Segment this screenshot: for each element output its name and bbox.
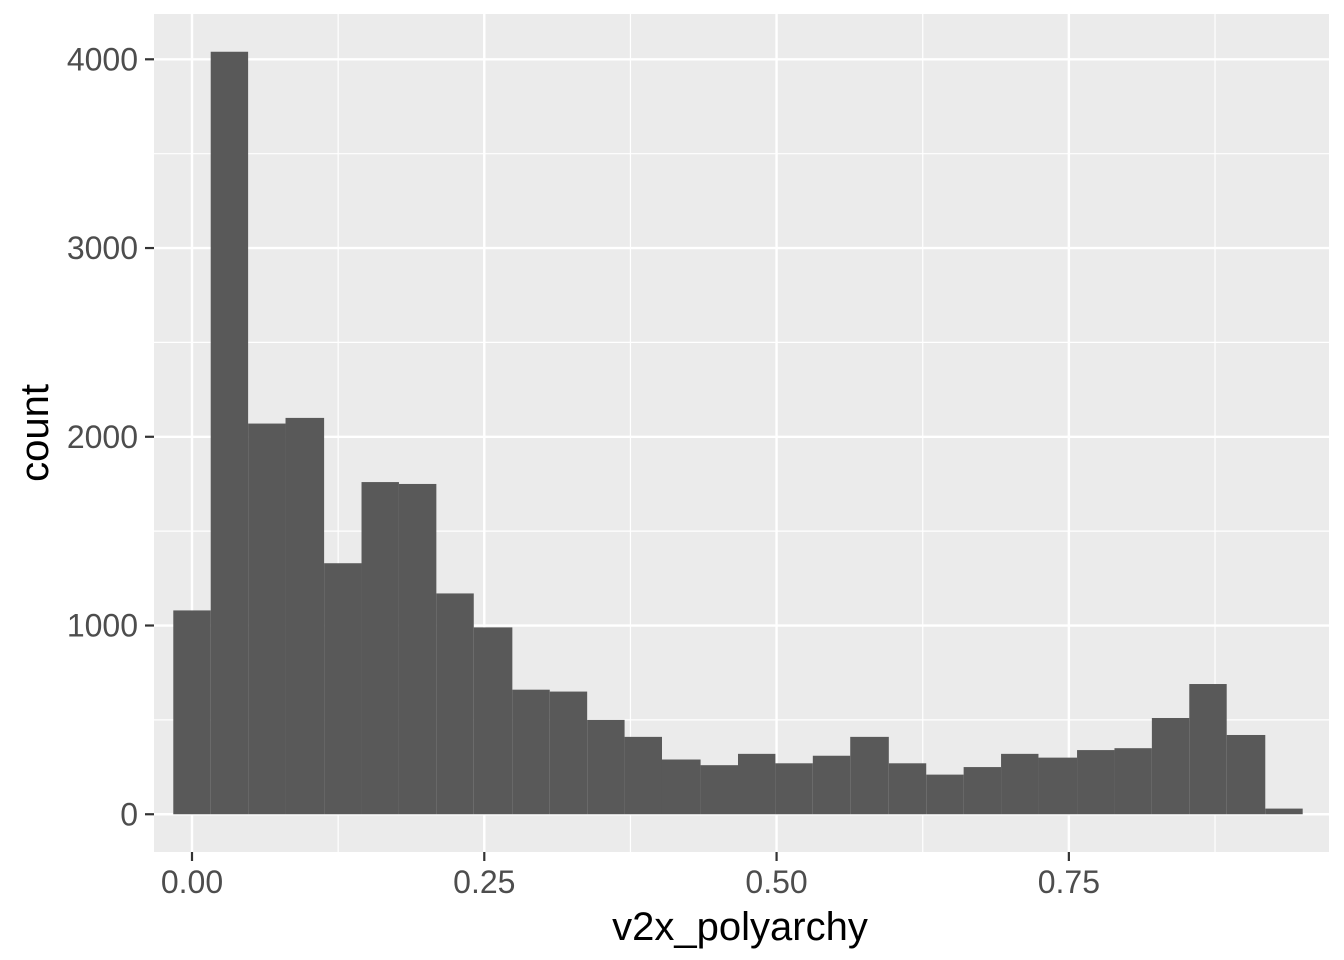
y-axis-title: count bbox=[13, 384, 57, 482]
histogram-bar-2 bbox=[210, 51, 249, 815]
x-tick-label: 0.00 bbox=[161, 864, 223, 900]
histogram-bar-27 bbox=[1151, 717, 1190, 815]
histogram-bar-18 bbox=[812, 755, 851, 815]
x-tick-label: 0.25 bbox=[453, 864, 515, 900]
histogram-bar-1 bbox=[173, 610, 211, 815]
histogram-bar-7 bbox=[398, 483, 437, 815]
histogram-bar-22 bbox=[963, 767, 1002, 815]
histogram-bar-26 bbox=[1114, 748, 1152, 815]
histogram-bar-19 bbox=[850, 736, 889, 815]
x-axis-title: v2x_polyarchy bbox=[612, 905, 868, 949]
histogram-bar-20 bbox=[888, 763, 927, 815]
histogram-bar-30 bbox=[1265, 808, 1303, 815]
histogram-bar-29 bbox=[1226, 734, 1266, 815]
histogram-bar-13 bbox=[624, 736, 662, 815]
histogram-bar-16 bbox=[737, 753, 776, 815]
histogram-bar-12 bbox=[587, 719, 625, 815]
x-tick-label: 0.50 bbox=[745, 864, 807, 900]
y-axis-ticks: 0 1000 2000 3000 4000 bbox=[67, 41, 154, 832]
histogram-bar-25 bbox=[1077, 750, 1115, 815]
histogram-bar-15 bbox=[700, 765, 738, 815]
histogram-bar-24 bbox=[1038, 757, 1078, 815]
histogram-bar-14 bbox=[661, 759, 701, 815]
histogram-bar-10 bbox=[512, 689, 550, 815]
histogram-bar-4 bbox=[285, 417, 325, 815]
histogram-bar-5 bbox=[324, 563, 362, 815]
y-tick-label: 4000 bbox=[67, 41, 138, 77]
y-tick-label: 0 bbox=[120, 796, 138, 832]
histogram-bar-21 bbox=[926, 774, 964, 815]
histogram-bar-23 bbox=[1001, 753, 1039, 815]
x-tick-label: 0.75 bbox=[1038, 864, 1100, 900]
y-tick-label: 2000 bbox=[67, 419, 138, 455]
y-tick-label: 3000 bbox=[67, 230, 138, 266]
histogram-bar-9 bbox=[473, 627, 513, 815]
histogram-bar-8 bbox=[436, 593, 474, 815]
x-axis-ticks: 0.00 0.25 0.50 0.75 bbox=[161, 852, 1100, 900]
histogram-bar-6 bbox=[361, 482, 399, 815]
histogram-bars bbox=[173, 51, 1303, 815]
histogram-bar-3 bbox=[248, 423, 286, 815]
histogram-bar-11 bbox=[549, 691, 588, 815]
histogram-bar-17 bbox=[775, 763, 813, 815]
y-tick-label: 1000 bbox=[67, 608, 138, 644]
histogram-bar-28 bbox=[1189, 684, 1227, 815]
